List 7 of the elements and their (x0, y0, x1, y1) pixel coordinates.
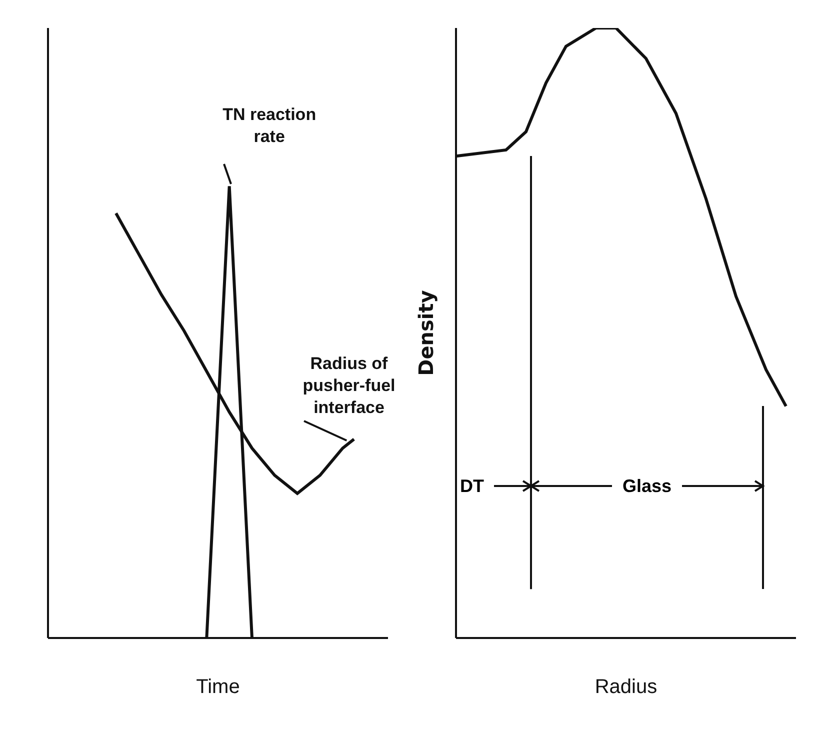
text: TN reaction rate (222, 104, 318, 148)
annotation: DT (460, 474, 484, 498)
x-axis-title: Time (196, 676, 240, 698)
annotation: Glass (621, 474, 673, 498)
text: Radius of pusher-fuel interface (302, 353, 396, 420)
x-axis-title: Radius (594, 676, 658, 698)
y-axis-title: Density (414, 290, 438, 376)
